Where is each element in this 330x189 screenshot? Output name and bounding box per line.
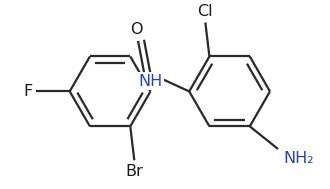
Text: Br: Br bbox=[125, 163, 143, 179]
Text: NH₂: NH₂ bbox=[283, 151, 314, 166]
Text: F: F bbox=[23, 84, 33, 99]
Text: NH: NH bbox=[138, 74, 163, 89]
Text: Cl: Cl bbox=[198, 4, 213, 19]
Text: O: O bbox=[130, 22, 143, 36]
